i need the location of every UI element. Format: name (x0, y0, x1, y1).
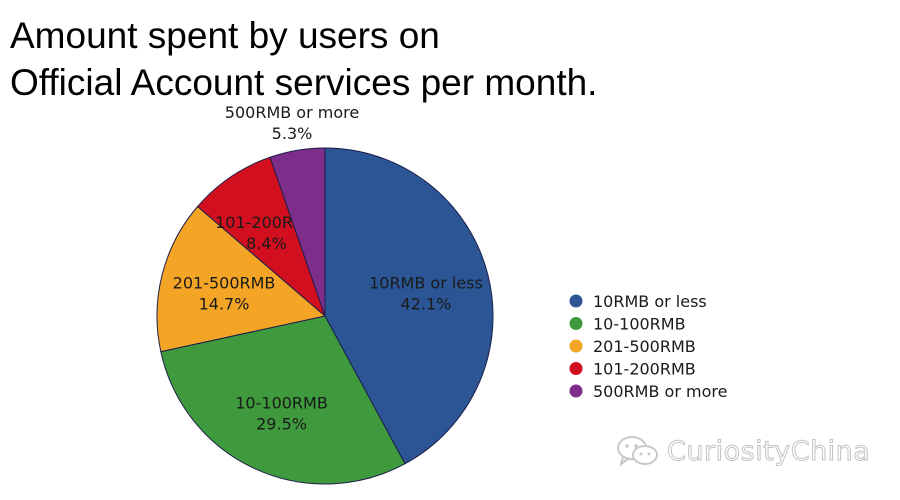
legend-label-1: 10-100RMB (593, 315, 686, 334)
legend-marker-3 (569, 362, 583, 375)
legend-marker-2 (569, 339, 583, 353)
pie-slice-3 (196, 156, 327, 318)
slice-value-label-2: 14.7% (199, 294, 250, 313)
slice-label-4: 500RMB or more (225, 103, 359, 122)
pie-slice-1 (160, 315, 406, 485)
wechat-icon (617, 436, 658, 467)
legend-marker-0 (569, 294, 583, 308)
pie-slice-0 (324, 147, 494, 465)
legend-label-3: 101-200RMB (593, 360, 696, 379)
pie-slice-4 (269, 147, 326, 317)
legend-label-0: 10RMB or less (593, 292, 707, 311)
slice-value-label-3: 8.4% (246, 234, 287, 253)
slice-label-1: 10-100RMB (235, 394, 328, 413)
legend-marker-4 (569, 384, 583, 398)
legend-marker-1 (569, 317, 583, 330)
slice-label-2: 201-500RMB (173, 273, 276, 292)
chart-title-line-1: Amount spent by users on (10, 15, 440, 56)
slice-value-label-0: 42.1% (401, 294, 452, 313)
slice-label-0: 10RMB or less (369, 273, 483, 292)
pie-slice-2 (156, 205, 327, 353)
watermark-text: CuriosityChina (666, 435, 871, 467)
chart-title: Amount spent by users on Official Accoun… (10, 12, 597, 106)
slice-value-label-4: 5.3% (272, 124, 313, 143)
legend-label-2: 201-500RMB (593, 337, 696, 356)
chart-title-line-2: Official Account services per month. (10, 62, 598, 103)
watermark: CuriosityChina (615, 433, 870, 469)
slice-value-label-1: 29.5% (256, 415, 307, 434)
legend-label-4: 500RMB or more (593, 382, 727, 401)
